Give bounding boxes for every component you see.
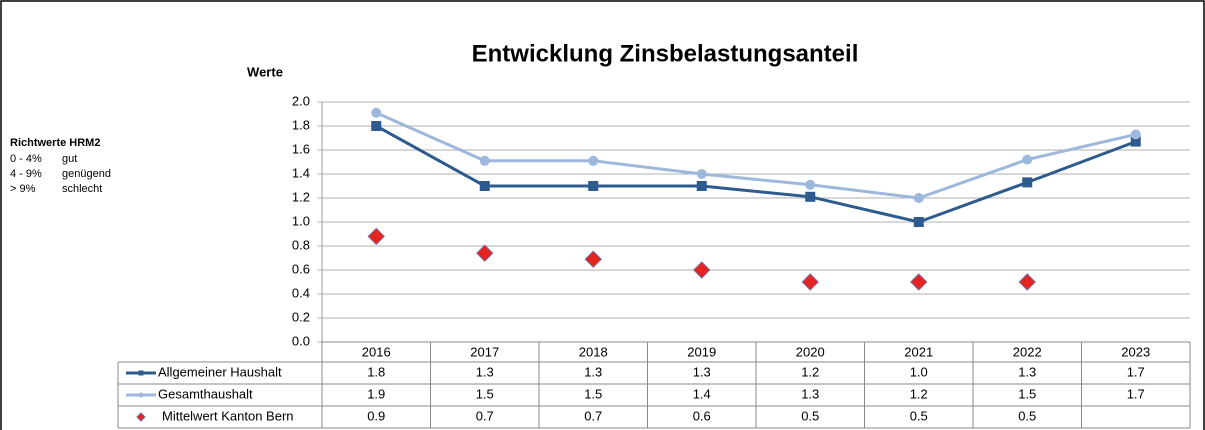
table-value: 0.6 xyxy=(693,408,711,423)
table-value: 1.3 xyxy=(1018,364,1036,379)
table-value: 1.0 xyxy=(910,364,928,379)
table-value: 1.2 xyxy=(801,364,819,379)
point xyxy=(479,155,490,166)
x-tick-label: 2023 xyxy=(1121,344,1150,359)
table-value: 0.7 xyxy=(584,408,602,423)
note-rating: genügend xyxy=(62,168,111,180)
point xyxy=(371,107,382,118)
point xyxy=(584,250,602,268)
y-tick-label: 0.4 xyxy=(292,285,310,300)
y-tick-label: 1.6 xyxy=(292,141,310,156)
x-tick-label: 2016 xyxy=(362,344,391,359)
table-value: 0.5 xyxy=(910,408,928,423)
x-tick-label: 2017 xyxy=(470,344,499,359)
table-value: 0.7 xyxy=(476,408,494,423)
table-value: 1.4 xyxy=(693,386,711,401)
point xyxy=(1022,154,1033,165)
y-tick-label: 1.2 xyxy=(292,189,310,204)
table-value: 1.7 xyxy=(1127,364,1145,379)
series-line xyxy=(375,124,1137,224)
legend-label: Gesamthaushalt xyxy=(158,386,253,401)
y-tick-label: 0.0 xyxy=(292,333,310,348)
y-tick-label: 1.8 xyxy=(292,117,310,132)
table-value: 1.3 xyxy=(476,364,494,379)
point xyxy=(1130,129,1141,140)
table-value: 1.5 xyxy=(1018,386,1036,401)
note-range: 4 - 9% xyxy=(10,168,42,180)
chart-title: Entwicklung Zinsbelastungsanteil xyxy=(472,40,859,67)
note-range: 0 - 4% xyxy=(10,153,42,165)
note-range: > 9% xyxy=(10,183,36,195)
note-rating: gut xyxy=(62,153,77,165)
table-value: 1.3 xyxy=(584,364,602,379)
x-tick-label: 2018 xyxy=(579,344,608,359)
x-tick-label: 2022 xyxy=(1013,344,1042,359)
point xyxy=(910,273,928,291)
x-tick-label: 2020 xyxy=(796,344,825,359)
y-tick-label: 2.0 xyxy=(292,93,310,108)
legend-label: Mittelwert Kanton Bern xyxy=(162,408,294,423)
point xyxy=(693,261,711,279)
point xyxy=(801,273,819,291)
point xyxy=(805,179,816,190)
table-value: 1.7 xyxy=(1127,386,1145,401)
table-value: 1.9 xyxy=(367,386,385,401)
point xyxy=(476,244,494,262)
point xyxy=(1022,177,1033,188)
point xyxy=(913,193,924,203)
point xyxy=(371,121,382,131)
x-tick-label: 2019 xyxy=(687,344,716,359)
point xyxy=(479,181,490,191)
legend-marker xyxy=(136,412,146,422)
y-tick-label: 0.2 xyxy=(292,309,310,324)
point xyxy=(913,217,924,227)
table-value: 0.5 xyxy=(801,408,819,423)
legend-marker xyxy=(138,392,144,398)
y-tick-label: 1.4 xyxy=(292,165,310,180)
point xyxy=(805,191,816,202)
point xyxy=(367,227,385,246)
y-tick-label: 0.8 xyxy=(292,237,310,252)
y-axis-label: Werte xyxy=(247,64,283,79)
legend-marker xyxy=(138,370,144,376)
note-title: Richtwerte HRM2 xyxy=(10,137,100,149)
table-value: 1.5 xyxy=(476,386,494,401)
table-value: 1.2 xyxy=(910,386,928,401)
point xyxy=(696,169,707,179)
y-tick-label: 1.0 xyxy=(292,213,310,228)
table-value: 1.5 xyxy=(584,386,602,401)
table-value: 0.5 xyxy=(1018,408,1036,423)
point xyxy=(1018,273,1036,291)
point xyxy=(588,181,599,191)
series-line xyxy=(375,111,1137,200)
table-value: 1.3 xyxy=(801,386,819,401)
y-tick-label: 0.6 xyxy=(292,261,310,276)
table-value: 0.9 xyxy=(367,408,385,423)
point xyxy=(696,181,707,191)
note-rating: schlecht xyxy=(62,183,102,195)
legend-label: Allgemeiner Haushalt xyxy=(158,364,282,379)
point xyxy=(1130,136,1141,147)
x-tick-label: 2021 xyxy=(904,344,933,359)
table-value: 1.3 xyxy=(693,364,711,379)
table-value: 1.8 xyxy=(367,364,385,379)
point xyxy=(588,155,599,166)
